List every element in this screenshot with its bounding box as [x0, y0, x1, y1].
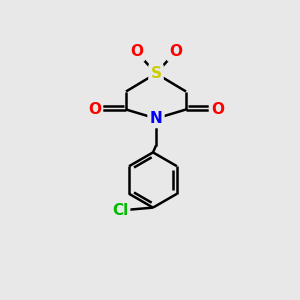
Text: O: O — [211, 102, 224, 117]
Text: S: S — [151, 66, 161, 81]
Text: O: O — [88, 102, 101, 117]
Text: O: O — [130, 44, 143, 59]
Text: O: O — [169, 44, 182, 59]
Text: Cl: Cl — [112, 203, 128, 218]
Text: N: N — [150, 111, 162, 126]
